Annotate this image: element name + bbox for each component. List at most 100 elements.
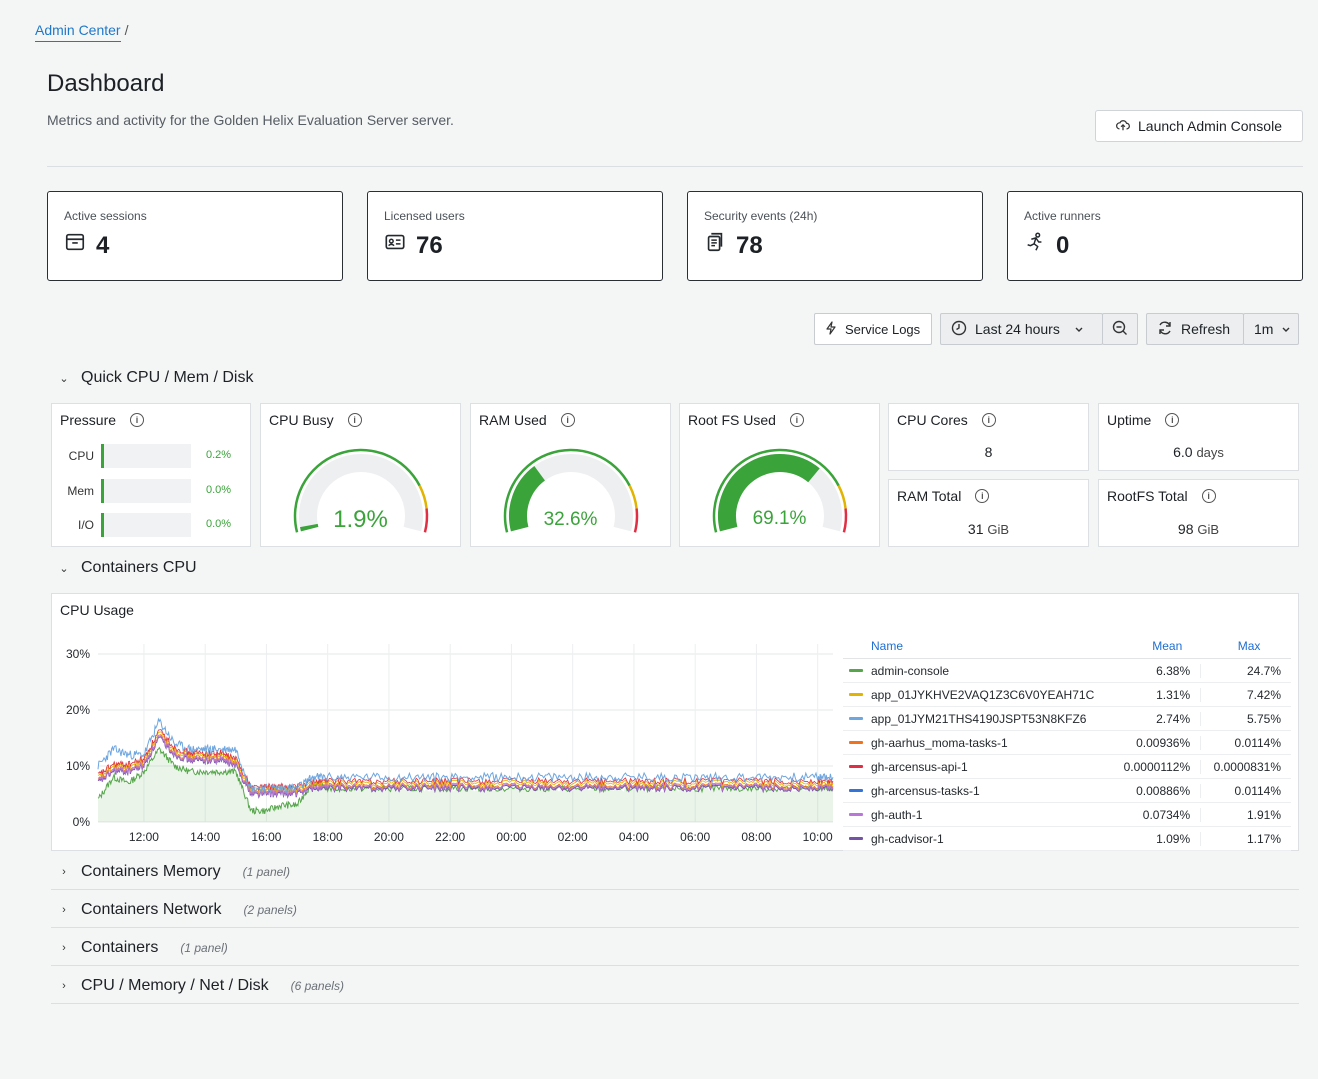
row-divider xyxy=(51,927,1299,928)
legend-row[interactable]: gh-arcensus-api-1 0.0000112% 0.0000831% xyxy=(843,755,1291,779)
chevron-right-icon: › xyxy=(62,942,66,954)
refresh-interval-picker[interactable]: 1m xyxy=(1243,313,1299,345)
cloud-upload-icon xyxy=(1116,118,1130,135)
pressure-panel: Pressure i CPU 0.2% Mem 0.0% I/O 0.0% xyxy=(51,403,251,547)
row-divider xyxy=(51,889,1299,890)
id-card-icon xyxy=(384,231,406,260)
info-icon[interactable]: i xyxy=(789,413,804,427)
refresh-icon xyxy=(1157,320,1173,339)
pressure-row-mem: Mem 0.0% xyxy=(60,479,240,503)
series-mean: 6.38% xyxy=(1156,663,1191,678)
row-panel-count: (1 panel) xyxy=(242,865,290,879)
x-tick-label: 04:00 xyxy=(619,830,649,844)
legend-header-mean[interactable]: Mean xyxy=(1152,639,1183,653)
chevron-right-icon: › xyxy=(62,866,66,878)
series-max: 0.0000831% xyxy=(1200,759,1291,774)
gauge-threshold-arc xyxy=(293,448,421,533)
pressure-row-cpu: CPU 0.2% xyxy=(60,444,240,468)
legend-row[interactable]: gh-aarhus_moma-tasks-1 0.00936% 0.0114% xyxy=(843,731,1291,755)
info-icon[interactable]: i xyxy=(981,413,996,427)
row-collapsed[interactable]: › Containers (1 panel) xyxy=(59,939,228,957)
cpu-busy-gauge xyxy=(293,448,429,533)
row-collapsed[interactable]: › Containers Memory (1 panel) xyxy=(59,863,290,881)
x-tick-label: 12:00 xyxy=(129,830,159,844)
breadcrumb-admin-center-link[interactable]: Admin Center xyxy=(35,22,121,42)
pressure-bar xyxy=(101,513,191,537)
series-swatch xyxy=(849,837,863,840)
header-divider xyxy=(47,166,1303,167)
series-name: gh-auth-1 xyxy=(871,807,923,822)
panel-title: RAM Total xyxy=(897,488,962,504)
chevron-down-icon xyxy=(1074,321,1084,337)
legend-row[interactable]: gh-auth-1 0.0734% 1.91% xyxy=(843,803,1291,827)
bolt-icon xyxy=(825,320,837,338)
row-title: Containers Network xyxy=(81,901,222,918)
legend-row[interactable]: gh-arcensus-tasks-1 0.00886% 0.0114% xyxy=(843,779,1291,803)
series-line-band xyxy=(97,728,834,792)
clipboard-icon xyxy=(704,231,726,260)
stat-card-licensed-users: Licensed users 76 xyxy=(367,191,663,281)
row-title: Quick CPU / Mem / Disk xyxy=(81,369,254,386)
legend-header: Name Mean Max xyxy=(843,634,1291,659)
panel-title: RAM Used xyxy=(479,412,547,428)
series-swatch xyxy=(849,813,863,816)
refresh-button[interactable]: Refresh xyxy=(1146,313,1244,345)
launch-admin-console-button[interactable]: Launch Admin Console xyxy=(1095,110,1303,142)
x-tick-label: 20:00 xyxy=(374,830,404,844)
series-mean: 1.09% xyxy=(1156,831,1191,846)
rootfs-total-unit: GiB xyxy=(1197,522,1220,537)
series-name: gh-arcensus-api-1 xyxy=(871,759,968,774)
x-tick-label: 22:00 xyxy=(435,830,465,844)
info-icon[interactable]: i xyxy=(347,413,362,427)
info-icon[interactable]: i xyxy=(1201,489,1216,503)
series-mean: 0.00886% xyxy=(1136,783,1191,798)
panel-title: CPU Cores xyxy=(897,412,968,428)
info-icon[interactable]: i xyxy=(1165,413,1180,427)
cpu-usage-chart: 0% 10% 20% 30% 12:00 14:00 16:00 18:00 20:00 22:0… xyxy=(66,644,834,844)
legend-row[interactable]: app_01JYM21THS4190JSPT53N8KFZ6 2.74% 5.75% xyxy=(843,707,1291,731)
chevron-right-icon: › xyxy=(62,980,66,992)
series-max: 7.42% xyxy=(1200,687,1291,702)
gauge-threshold-arc xyxy=(423,508,429,533)
info-icon[interactable]: i xyxy=(975,489,990,503)
gauge-value: 1.9% xyxy=(333,506,388,533)
legend-row[interactable]: app_01JYKHVE2VAQ1Z3C6V0YEAH71C 1.31% 7.42% xyxy=(843,683,1291,707)
pressure-bar-fill xyxy=(101,513,104,537)
row-quick-cpu-mem-disk[interactable]: ⌄ Quick CPU / Mem / Disk xyxy=(59,369,253,387)
legend-header-max[interactable]: Max xyxy=(1237,639,1261,653)
legend-header-name[interactable]: Name xyxy=(871,639,904,653)
stat-value: 0 xyxy=(1056,231,1070,259)
stat-label: Active runners xyxy=(1024,209,1101,223)
row-title: Containers Memory xyxy=(81,863,221,880)
chevron-down-icon: ⌄ xyxy=(59,562,69,575)
series-swatch xyxy=(849,789,863,792)
series-mean: 0.00936% xyxy=(1136,735,1191,750)
y-tick-label: 10% xyxy=(66,759,90,773)
pressure-row-io: I/O 0.0% xyxy=(60,513,240,537)
series-name: gh-cadvisor-1 xyxy=(871,831,944,846)
stat-value: 4 xyxy=(96,231,110,259)
refresh-label: Refresh xyxy=(1181,321,1231,337)
stat-card-active-runners: Active runners 0 xyxy=(1007,191,1303,281)
gauge-threshold-arc xyxy=(418,485,428,509)
zoom-out-button[interactable] xyxy=(1102,313,1138,345)
legend-row[interactable]: admin-console 6.38% 24.7% xyxy=(843,659,1291,683)
series-mean: 2.74% xyxy=(1156,711,1191,726)
row-containers-cpu[interactable]: ⌄ Containers CPU xyxy=(59,559,196,577)
info-icon[interactable]: i xyxy=(560,413,575,427)
row-collapsed[interactable]: › CPU / Memory / Net / Disk (6 panels) xyxy=(59,977,344,995)
runner-icon xyxy=(1024,231,1046,260)
pressure-bar-fill xyxy=(101,444,104,468)
root-fs-used-gauge xyxy=(712,448,848,533)
row-collapsed[interactable]: › Containers Network (2 panels) xyxy=(59,901,297,919)
legend-row[interactable]: gh-cadvisor-1 1.09% 1.17% xyxy=(843,827,1291,851)
series-mean: 0.0000112% xyxy=(1123,759,1191,774)
stat-value: 76 xyxy=(416,231,443,259)
time-range-picker[interactable]: Last 24 hours xyxy=(940,313,1103,345)
series-line-total xyxy=(97,717,834,794)
panel-title: CPU Busy xyxy=(269,412,334,428)
service-logs-button[interactable]: Service Logs xyxy=(814,313,932,345)
info-icon[interactable]: i xyxy=(130,413,145,427)
breadcrumb: Admin Center / xyxy=(35,22,128,42)
launch-admin-console-label: Launch Admin Console xyxy=(1138,118,1282,134)
